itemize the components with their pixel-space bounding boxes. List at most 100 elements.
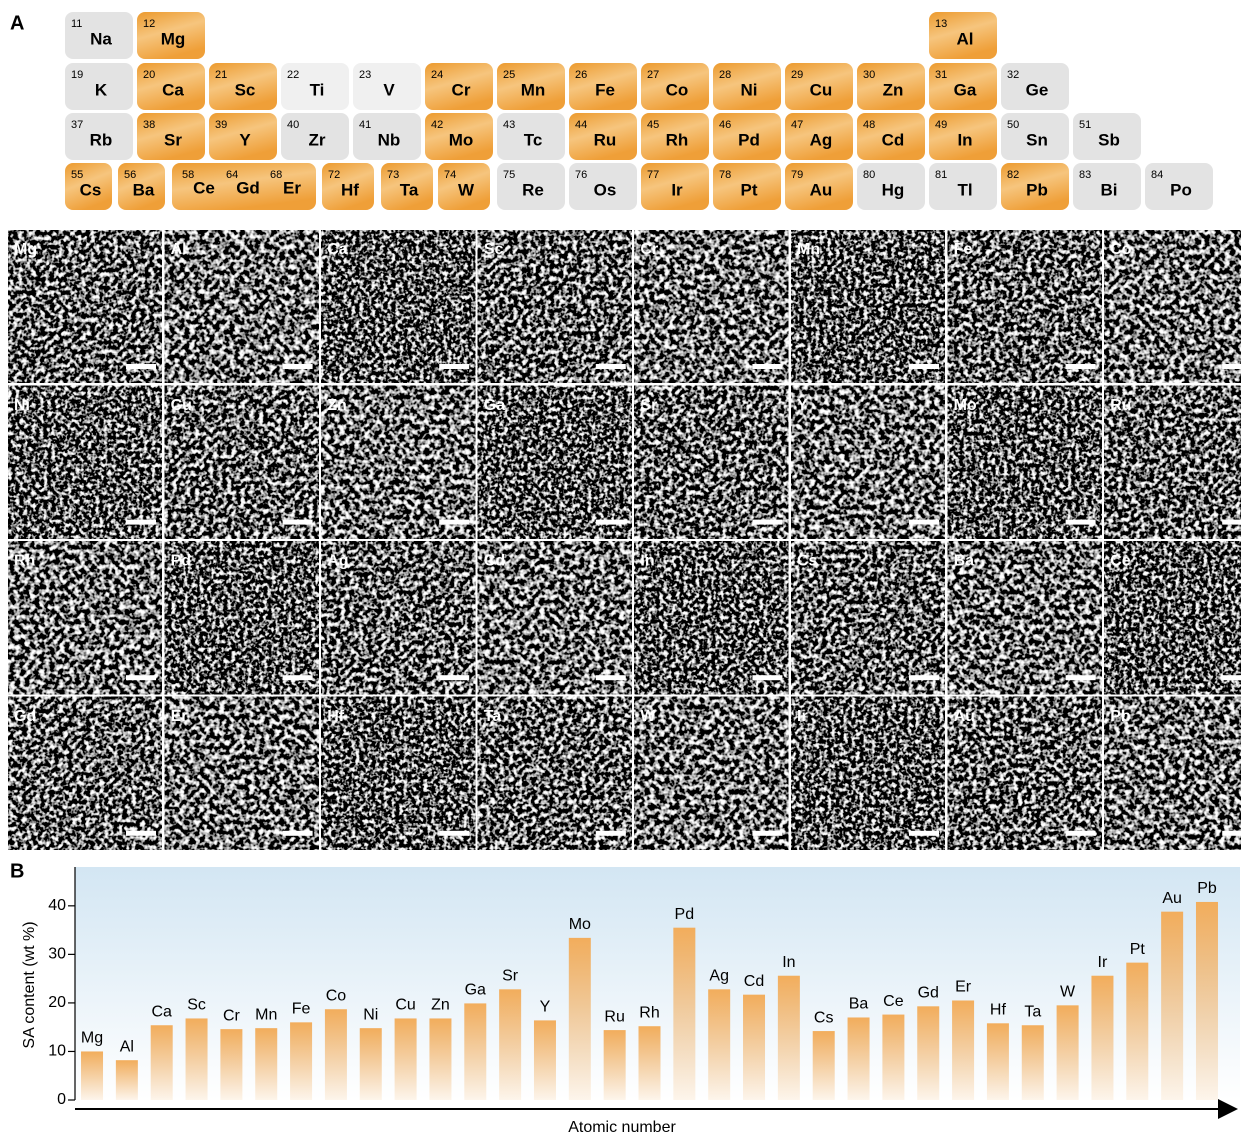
- panel-label: B: [10, 860, 24, 882]
- element-symbol: Y: [239, 130, 251, 149]
- bar-category-label: Cr: [223, 1007, 241, 1024]
- bar-category-label: Pt: [1130, 941, 1146, 958]
- bar: [1057, 1005, 1079, 1100]
- scale-bar: [909, 675, 939, 680]
- scale-bar: [1066, 675, 1096, 680]
- micrograph-label: W: [640, 708, 656, 725]
- element-symbol: Ti: [310, 80, 325, 99]
- micrograph-label: Hf: [327, 708, 345, 725]
- bar-category-label: Al: [120, 1038, 134, 1055]
- atomic-number: 47: [791, 119, 803, 131]
- atomic-number: 41: [359, 119, 371, 131]
- micrograph-label: Al: [171, 241, 187, 258]
- element-symbol: Sn: [1026, 130, 1048, 149]
- micrograph-label: Pd: [171, 552, 191, 569]
- scale-bar: [1066, 364, 1096, 369]
- y-tick-label: 30: [48, 946, 66, 963]
- micrograph-texture: [165, 230, 319, 383]
- bar: [1022, 1025, 1044, 1100]
- bar: [1196, 902, 1218, 1100]
- micrograph-label: Mg: [14, 241, 37, 258]
- atomic-number: 44: [575, 119, 587, 131]
- micrograph-label: Ir: [797, 708, 808, 725]
- micrograph-label: Er: [171, 708, 188, 725]
- micrograph-label: Ni: [14, 397, 30, 414]
- element-symbol: Pb: [1026, 180, 1048, 199]
- micrograph-label: Ag: [327, 552, 348, 569]
- bar: [569, 938, 591, 1100]
- element-symbol: Sc: [235, 80, 256, 99]
- bar-category-label: Cd: [744, 973, 764, 990]
- bar: [1161, 912, 1183, 1100]
- scale-bar: [439, 520, 469, 525]
- atomic-number: 46: [719, 119, 731, 131]
- bar-category-label: Ni: [363, 1006, 378, 1023]
- element-symbol: Bi: [1101, 180, 1118, 199]
- micrograph-texture: [321, 697, 475, 850]
- micrograph-label: Ca: [327, 241, 348, 258]
- bar-category-label: Ru: [604, 1008, 624, 1025]
- scale-bar: [283, 364, 313, 369]
- scale-bar: [1222, 675, 1241, 680]
- atomic-number: 27: [647, 69, 659, 81]
- atomic-number: 29: [791, 69, 803, 81]
- micrograph-label: Cu: [171, 397, 192, 414]
- atomic-number: 55: [71, 169, 83, 181]
- bar: [952, 1000, 974, 1100]
- bar: [848, 1017, 870, 1100]
- bar-category-label: Ta: [1024, 1003, 1041, 1020]
- element-symbol: Cd: [882, 130, 905, 149]
- atomic-number: 24: [431, 69, 443, 81]
- bar: [499, 989, 521, 1100]
- bar-category-label: Gd: [918, 985, 939, 1002]
- scale-bar: [126, 831, 156, 836]
- micrograph-label: Sc: [484, 241, 504, 258]
- element-symbol: Zr: [309, 130, 326, 149]
- element-symbol: Cu: [810, 80, 833, 99]
- micrograph-label: Rh: [14, 552, 35, 569]
- element-symbol: Ru: [594, 130, 617, 149]
- element-symbol: Os: [594, 180, 617, 199]
- element-symbol: Ir: [671, 180, 683, 199]
- atomic-number: 48: [863, 119, 875, 131]
- atomic-number: 28: [719, 69, 731, 81]
- micrograph-label: Cr: [640, 241, 658, 258]
- element-symbol: Cr: [452, 80, 471, 99]
- element-symbol: Ce: [193, 178, 215, 197]
- bar-category-label: Er: [955, 979, 972, 996]
- element-symbol: K: [95, 80, 108, 99]
- bar-category-label: Fe: [292, 1001, 311, 1018]
- bar: [604, 1030, 626, 1100]
- bar-category-label: Mo: [569, 916, 591, 933]
- scale-bar: [126, 520, 156, 525]
- bar: [639, 1026, 661, 1100]
- bar-category-label: Ba: [849, 996, 869, 1013]
- bar: [81, 1051, 103, 1100]
- micrograph-label: Cs: [797, 552, 818, 569]
- atomic-number: 83: [1079, 169, 1091, 181]
- element-symbol: Hg: [882, 180, 905, 199]
- element-symbol: Na: [90, 29, 112, 48]
- bar-category-label: Zn: [431, 997, 450, 1014]
- element-symbol: Mn: [521, 80, 546, 99]
- bar: [151, 1025, 173, 1100]
- bar: [673, 928, 695, 1100]
- element-symbol: Sb: [1098, 130, 1120, 149]
- bar: [290, 1022, 312, 1100]
- element-symbol: Pd: [738, 130, 760, 149]
- y-tick-label: 20: [48, 994, 66, 1011]
- bar: [360, 1028, 382, 1100]
- bar-category-label: W: [1060, 984, 1076, 1001]
- micrograph-texture: [791, 697, 945, 850]
- micrograph-label: In: [640, 552, 654, 569]
- atomic-number: 49: [935, 119, 947, 131]
- element-symbol: Fe: [595, 80, 615, 99]
- y-tick-label: 0: [57, 1091, 66, 1108]
- element-symbol: Ag: [810, 130, 833, 149]
- atomic-number: 79: [791, 169, 803, 181]
- element-symbol: Rh: [666, 130, 689, 149]
- scale-bar: [909, 364, 939, 369]
- bar: [1126, 963, 1148, 1100]
- bar-category-label: Ag: [709, 968, 729, 985]
- element-symbol: Sr: [164, 130, 182, 149]
